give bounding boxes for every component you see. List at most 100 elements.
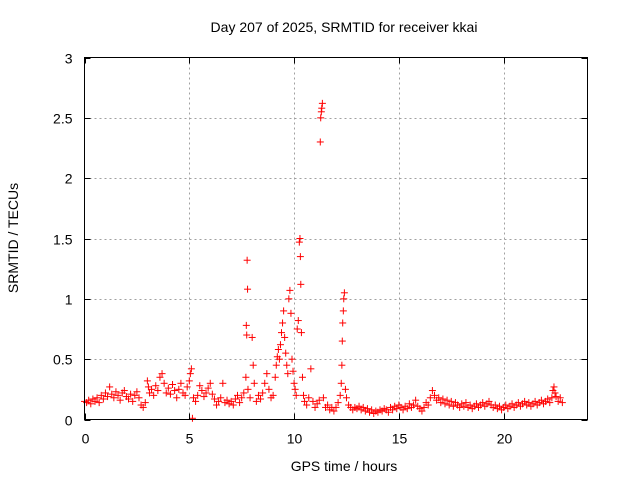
- data-point: [213, 401, 221, 409]
- data-point: [274, 346, 282, 354]
- data-point: [243, 331, 251, 339]
- data-point: [508, 400, 516, 408]
- data-point: [148, 385, 156, 393]
- data-point: [250, 379, 258, 387]
- x-axis-label: GPS time / hours: [291, 458, 398, 474]
- data-point: [101, 389, 109, 397]
- data-point: [278, 329, 286, 337]
- data-point: [426, 394, 434, 402]
- data-point: [254, 391, 262, 399]
- data-point: [428, 387, 436, 395]
- data-point: [280, 307, 288, 315]
- data-point: [338, 361, 346, 369]
- data-point: [244, 385, 252, 393]
- x-tick-label: 5: [186, 431, 194, 447]
- data-point: [287, 309, 295, 317]
- data-point: [336, 391, 344, 399]
- data-point: [456, 403, 464, 411]
- data-point: [384, 408, 392, 416]
- data-point: [242, 373, 250, 381]
- data-point: [150, 391, 158, 399]
- data-point: [340, 295, 348, 303]
- data-point: [544, 395, 552, 403]
- chart-title: Day 207 of 2025, SRMTID for receiver kka…: [211, 19, 478, 35]
- axis-ticks: [84, 57, 588, 421]
- data-point: [263, 370, 271, 378]
- x-tick-label: 20: [497, 431, 513, 447]
- data-point: [249, 361, 257, 369]
- data-point: [217, 394, 225, 402]
- x-tick-label: 0: [82, 431, 90, 447]
- data-point: [231, 395, 239, 403]
- data-point: [259, 389, 267, 397]
- data-point: [116, 396, 124, 404]
- data-point: [342, 394, 350, 402]
- data-point: [301, 397, 309, 405]
- data-point: [135, 394, 143, 402]
- data-point: [238, 394, 246, 402]
- y-tick-label: 3: [65, 51, 73, 67]
- data-point: [141, 399, 149, 407]
- data-point: [424, 401, 432, 409]
- data-point: [265, 385, 273, 393]
- data-point: [309, 397, 317, 405]
- data-point: [339, 319, 347, 327]
- data-point: [443, 396, 451, 404]
- data-point: [546, 399, 554, 407]
- data-point: [537, 396, 545, 404]
- data-point: [435, 394, 443, 402]
- data-point: [445, 401, 453, 409]
- data-point: [330, 407, 338, 415]
- data-point: [531, 397, 539, 405]
- data-point: [175, 385, 183, 393]
- data-point: [272, 361, 280, 369]
- data-point: [127, 390, 135, 398]
- data-point: [106, 383, 114, 391]
- data-point: [164, 384, 172, 392]
- data-point: [125, 395, 133, 403]
- data-point: [91, 397, 99, 405]
- data-point: [244, 285, 252, 293]
- data-point: [99, 395, 107, 403]
- data-point: [158, 370, 166, 378]
- data-point: [514, 399, 522, 407]
- data-point: [431, 391, 439, 399]
- data-point: [292, 391, 300, 399]
- data-point: [332, 403, 340, 411]
- data-point: [389, 406, 397, 414]
- data-point: [363, 405, 371, 413]
- data-point: [337, 379, 345, 387]
- data-point: [460, 402, 468, 410]
- plot-frame: [84, 57, 588, 420]
- data-point: [548, 394, 556, 402]
- data-point: [223, 396, 231, 404]
- data-point: [311, 403, 319, 411]
- data-point: [552, 393, 560, 401]
- data-point: [227, 397, 235, 405]
- data-point: [313, 400, 321, 408]
- data-point: [305, 394, 313, 402]
- data-point: [169, 381, 177, 389]
- data-point: [200, 393, 208, 401]
- data-point: [339, 307, 347, 315]
- data-point: [171, 387, 179, 395]
- data-point: [521, 397, 529, 405]
- data-point: [441, 400, 449, 408]
- data-point: [318, 99, 326, 107]
- data-point: [173, 394, 181, 402]
- data-point: [229, 401, 237, 409]
- data-point: [248, 333, 256, 341]
- data-point: [143, 377, 151, 385]
- data-point: [368, 406, 376, 414]
- data-point: [485, 397, 493, 405]
- data-point: [208, 390, 216, 398]
- data-point: [185, 377, 193, 385]
- data-point: [288, 355, 296, 363]
- data-point: [502, 401, 510, 409]
- data-point: [139, 403, 147, 411]
- data-point: [261, 379, 269, 387]
- y-tick-label: 1: [65, 292, 73, 308]
- data-point: [186, 370, 194, 378]
- data-point: [495, 402, 503, 410]
- y-tick-label: 0: [65, 413, 73, 429]
